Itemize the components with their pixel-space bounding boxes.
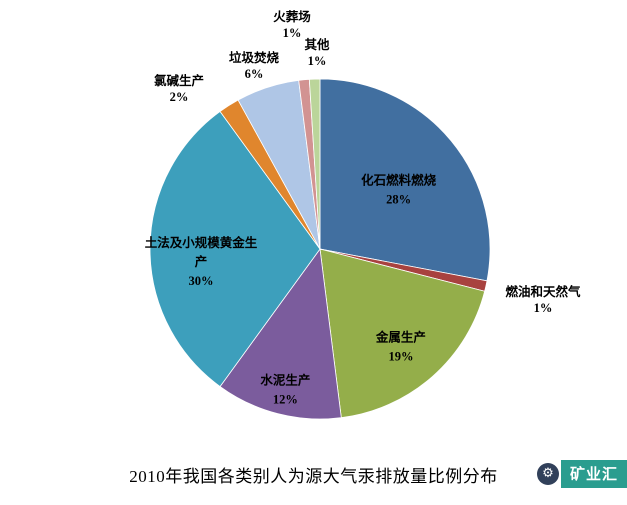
- slice-label-5: 氯碱生产 2%: [154, 73, 204, 104]
- pie-slice-0: [319, 78, 491, 282]
- pie-chart: 化石燃料燃烧 28% 燃油和天然气 1% 金属生产 19% 水泥生产 12% 土法及小规模黄金生…: [145, 9, 581, 420]
- chart-title: 2010年我国各类别人为源大气汞排放量比例分布: [129, 467, 498, 486]
- pie-slice-3: [219, 247, 342, 420]
- watermark: ⚙ 矿业汇: [536, 460, 627, 488]
- gear-icon: ⚙: [536, 463, 559, 485]
- slice-label-6: 垃圾焚烧 6%: [229, 50, 280, 81]
- slice-label-8: 其他 1%: [304, 37, 330, 68]
- slice-label-3: 水泥生产 12%: [260, 373, 310, 407]
- pie-slice-4: [149, 110, 321, 388]
- pie-slice-8: [308, 78, 321, 250]
- slice-label-4: 土法及小规模黄金生产 30%: [145, 235, 258, 288]
- slice-label-1: 燃油和天然气 1%: [505, 284, 581, 315]
- slice-label-7: 火葬场 1%: [273, 9, 311, 40]
- watermark-label: 矿业汇: [560, 460, 627, 488]
- pie-slice-2: [319, 248, 486, 419]
- slice-label-0: 化石燃料燃烧 28%: [361, 172, 437, 206]
- slice-label-2: 金属生产 19%: [375, 329, 426, 363]
